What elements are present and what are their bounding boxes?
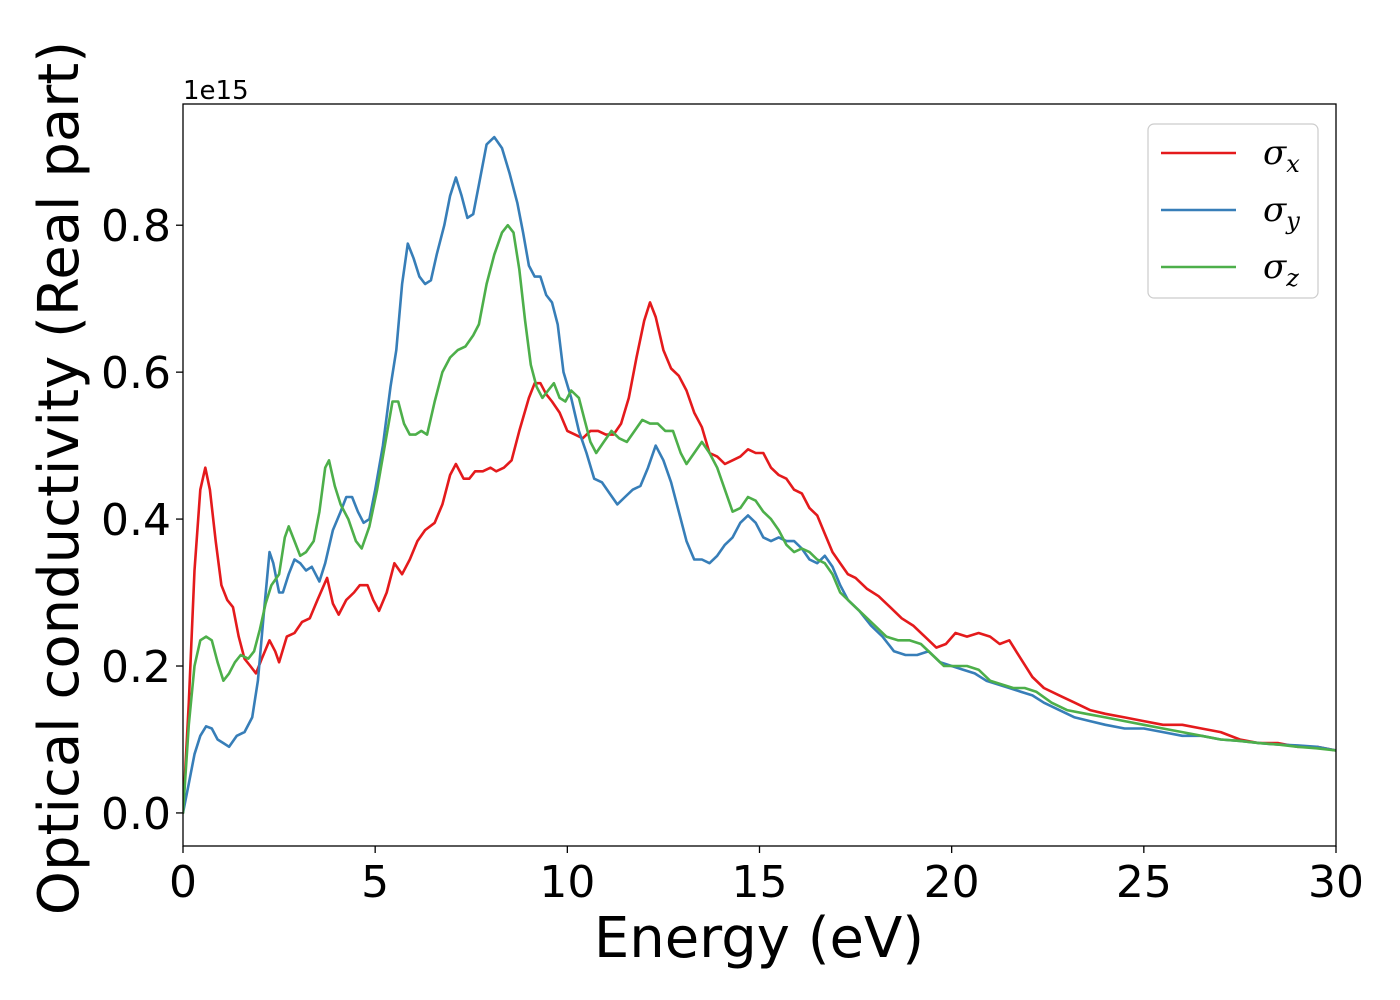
- x-tick-label: 20: [924, 857, 980, 908]
- x-tick-label: 30: [1308, 857, 1364, 908]
- y-axis-label: Optical conductivity (Real part): [27, 41, 92, 915]
- legend: σx σy σz: [1147, 123, 1319, 299]
- y-tick-label: 0.0: [101, 789, 171, 840]
- legend-label-y: σy: [1263, 190, 1300, 235]
- y-offset-label: 1e15: [183, 76, 249, 106]
- series-line-y: [183, 135, 1336, 815]
- series-layer: [183, 135, 1336, 815]
- series-line-x: [183, 301, 1336, 815]
- x-axis-label: Energy (eV): [594, 906, 924, 971]
- legend-label-x: σx: [1263, 133, 1300, 178]
- x-tick-label: 25: [1116, 857, 1172, 908]
- x-tick-label: 15: [732, 857, 788, 908]
- legend-label-z: σz: [1263, 247, 1299, 292]
- y-tick-label: 0.8: [101, 201, 171, 252]
- y-tick-label: 0.6: [101, 348, 171, 399]
- y-tick-label: 0.2: [101, 642, 171, 693]
- y-axis: 0.0 0.2 0.4 0.6 0.8: [101, 201, 183, 840]
- series-line-z: [183, 223, 1336, 815]
- y-tick-label: 0.4: [101, 495, 171, 546]
- plot-area: [182, 103, 1337, 847]
- x-tick-label: 5: [361, 857, 389, 908]
- x-tick-label: 10: [539, 857, 595, 908]
- x-tick-label: 0: [169, 857, 197, 908]
- x-axis: 0 5 10 15 20 25 30: [169, 846, 1364, 908]
